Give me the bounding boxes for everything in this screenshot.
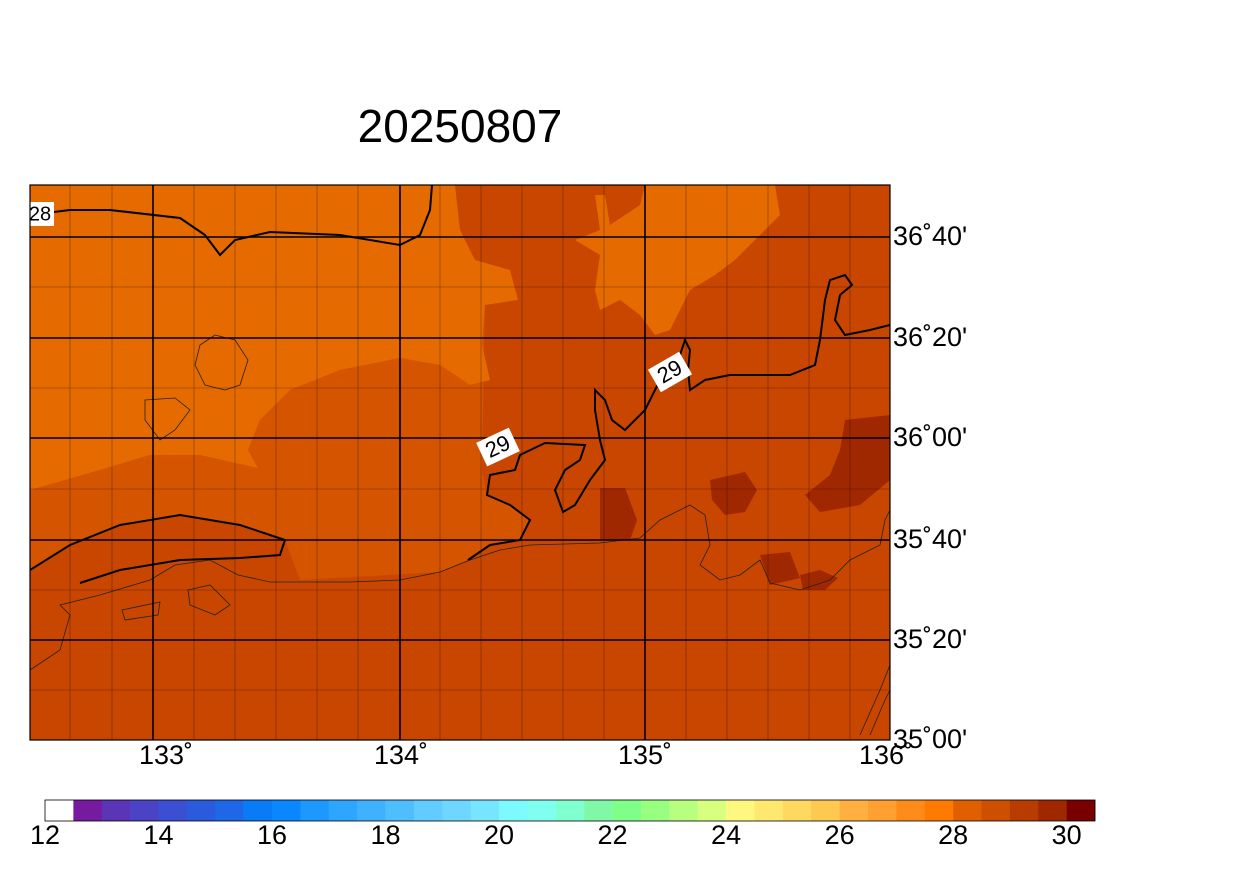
lat-label: 36˚40' xyxy=(893,221,967,251)
colorbar-box xyxy=(101,800,131,821)
lon-label: 136˚ xyxy=(859,740,913,770)
colorbar-box xyxy=(1009,800,1039,821)
colorbar-box xyxy=(584,800,613,821)
lat-label: 36˚20' xyxy=(893,322,967,352)
colorbar-box xyxy=(697,800,727,821)
map-title: 20250807 xyxy=(358,100,563,152)
temp-region xyxy=(30,305,530,580)
colorbar-tick-label: 14 xyxy=(143,820,173,850)
lat-label: 36˚00' xyxy=(893,422,967,452)
colorbar-box xyxy=(527,800,557,821)
colorbar-box xyxy=(811,800,840,821)
colorbar-tick-label: 16 xyxy=(257,820,287,850)
colorbar: 12 14 16 18 20 22 24 26 28 30 xyxy=(30,799,1096,850)
lat-labels: 36˚40' 36˚20' 36˚00' 35˚40' 35˚20' 35˚00… xyxy=(893,221,967,754)
colorbar-box xyxy=(953,800,982,821)
contour-line xyxy=(467,273,890,561)
colorbar-box xyxy=(867,800,897,821)
colorbar-box xyxy=(839,800,869,821)
colorbar-box xyxy=(640,800,670,821)
colorbar-box xyxy=(73,800,103,821)
colorbar-tick-label: 28 xyxy=(938,820,968,850)
map-frame xyxy=(29,184,891,741)
island xyxy=(144,397,191,441)
colorbar-box xyxy=(300,800,330,821)
colorbar-frame xyxy=(44,799,1096,822)
coastline xyxy=(121,584,890,736)
colorbar-tick-label: 18 xyxy=(371,820,401,850)
lon-labels: 133˚ 134˚ 135˚ 136˚ xyxy=(139,740,913,770)
colorbar-box xyxy=(442,800,471,821)
colorbar-box xyxy=(470,800,500,821)
colorbar-box xyxy=(924,800,954,821)
colorbar-box xyxy=(555,800,585,821)
sea xyxy=(30,504,890,740)
colorbar-box xyxy=(754,800,784,821)
colorbar-tick-label: 20 xyxy=(484,820,514,850)
colorbar-box xyxy=(215,800,244,821)
colorbar-box xyxy=(413,800,443,821)
temp-region xyxy=(600,415,890,590)
contour-label-text: 28 xyxy=(29,203,51,225)
colorbar-tick-label: 22 xyxy=(598,820,628,850)
colorbar-box xyxy=(328,800,358,821)
colorbar-box xyxy=(726,800,755,821)
colorbar-box xyxy=(981,800,1011,821)
lon-label: 133˚ xyxy=(139,740,193,770)
contour-line xyxy=(30,185,433,257)
grid xyxy=(30,185,890,740)
map-area: 28 29 29 xyxy=(29,185,890,740)
colorbar-box xyxy=(612,800,642,821)
colorbar-box xyxy=(499,800,528,821)
lat-label: 35˚20' xyxy=(893,624,967,654)
lat-label: 35˚00' xyxy=(893,724,967,754)
colorbar-box xyxy=(669,800,699,821)
colorbar-box xyxy=(896,800,926,821)
colorbar-box xyxy=(130,800,159,821)
island xyxy=(194,334,249,391)
contour-label: 28 xyxy=(29,202,54,226)
colorbar-box xyxy=(385,800,415,821)
colorbar-box xyxy=(158,800,188,821)
colorbar-box xyxy=(357,800,386,821)
colorbar-tick-label: 26 xyxy=(825,820,855,850)
temp-region xyxy=(575,185,780,335)
lon-label: 134˚ xyxy=(374,740,428,770)
colorbar-box xyxy=(186,800,216,821)
lat-label: 35˚40' xyxy=(893,524,967,554)
lon-label: 135˚ xyxy=(618,740,672,770)
colorbar-box xyxy=(45,800,74,821)
colorbar-tick-label: 12 xyxy=(30,820,60,850)
colorbar-box xyxy=(272,800,301,821)
colorbar-box xyxy=(243,800,273,821)
contour-line xyxy=(30,513,287,584)
colorbar-box xyxy=(782,800,812,821)
colorbar-box xyxy=(1066,800,1096,821)
colorbar-box xyxy=(1038,800,1067,821)
colorbar-tick-label: 24 xyxy=(711,820,741,850)
colorbar-tick-label: 30 xyxy=(1052,820,1082,850)
